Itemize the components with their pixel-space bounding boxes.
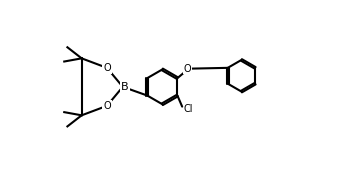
Text: O: O: [184, 64, 191, 74]
Text: B: B: [121, 82, 128, 92]
Text: O: O: [103, 63, 111, 73]
Text: O: O: [103, 101, 111, 111]
Text: Cl: Cl: [183, 104, 193, 114]
